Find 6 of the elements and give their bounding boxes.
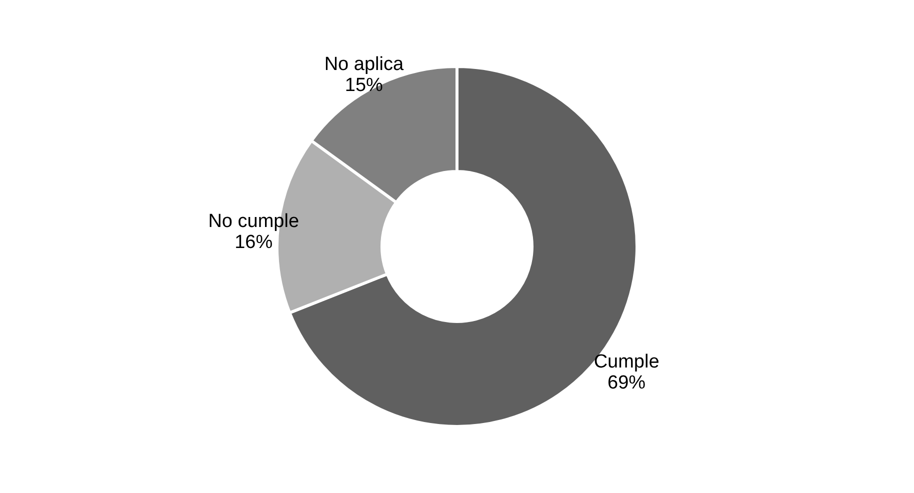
data-label: 16% bbox=[234, 232, 273, 253]
slice-label: No aplica bbox=[324, 54, 404, 75]
data-label: 15% bbox=[344, 74, 384, 96]
slice-label: Cumple bbox=[594, 352, 660, 373]
slice-label: No cumple bbox=[208, 210, 300, 232]
data-label: 69% bbox=[608, 372, 646, 394]
